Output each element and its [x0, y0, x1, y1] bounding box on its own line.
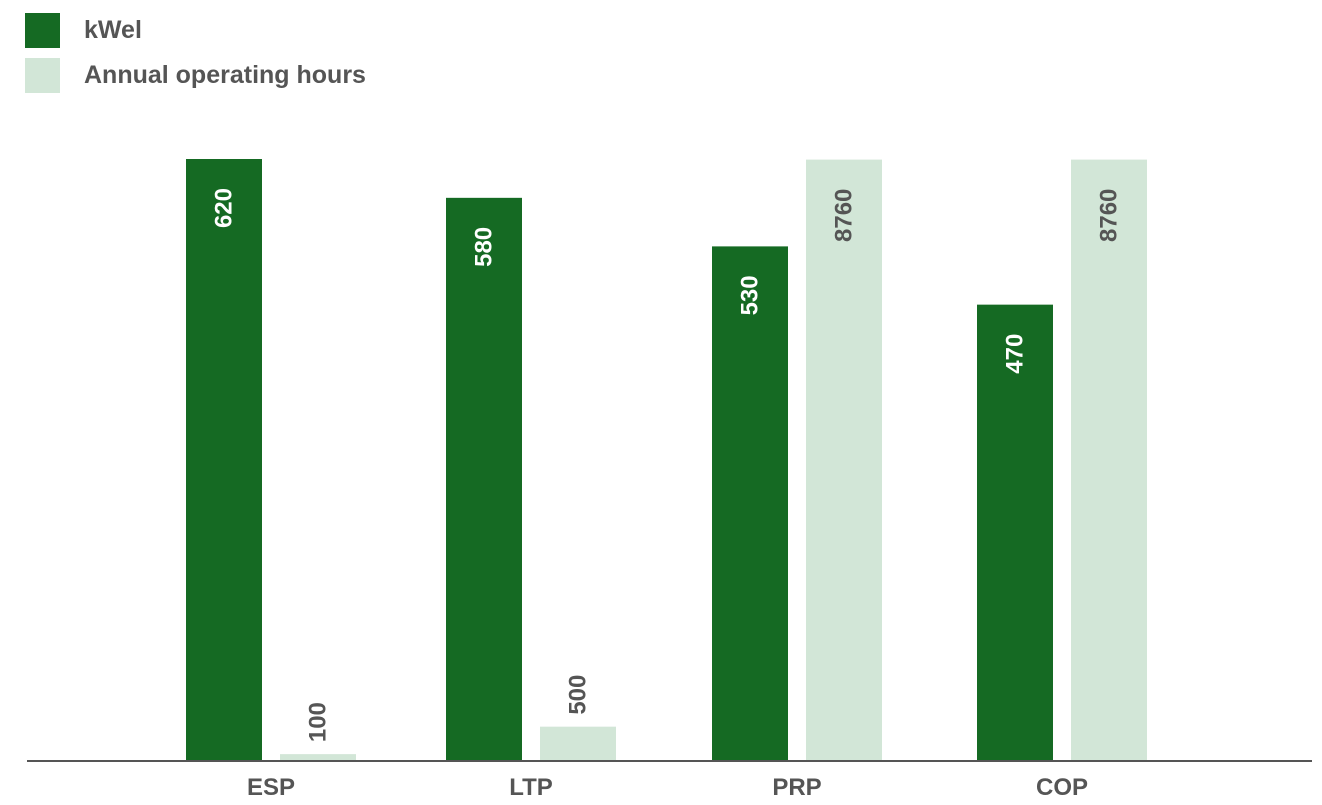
bar-operating-hours-cop [1071, 159, 1147, 762]
value-label-operating-hours-prp: 8760 [831, 189, 858, 242]
value-label-kwel-prp: 530 [737, 275, 764, 315]
legend-swatch-operating-hours [25, 57, 60, 93]
legend-label-operating-hours: Annual operating hours [84, 60, 366, 89]
bar-kwel-cop [977, 304, 1053, 761]
x-axis-tick-labels: ESP LTP PRP COP [247, 774, 1088, 801]
value-label-kwel-ltp: 580 [471, 227, 498, 267]
value-label-kwel-cop: 470 [1002, 334, 1029, 374]
bar-operating-hours-ltp [540, 726, 616, 761]
bar-operating-hours-esp [280, 754, 356, 761]
legend: kWel Annual operating hours [25, 12, 366, 102]
x-tick-label-prp: PRP [772, 774, 821, 801]
x-tick-label-esp: ESP [247, 774, 295, 801]
legend-item-operating-hours: Annual operating hours [25, 57, 366, 93]
x-tick-label-cop: COP [1036, 774, 1088, 801]
value-label-operating-hours-ltp: 500 [565, 675, 592, 715]
value-label-operating-hours-cop: 8760 [1096, 189, 1123, 242]
legend-label-kwel: kWel [84, 15, 142, 44]
x-tick-label-ltp: LTP [509, 774, 553, 801]
value-label-operating-hours-esp: 100 [305, 702, 332, 742]
bar-kwel-ltp [446, 197, 522, 761]
value-label-kwel-esp: 620 [211, 188, 238, 228]
bar-operating-hours-prp [806, 159, 882, 762]
value-labels-layer: 620 100 580 500 530 8760 470 8760 [211, 188, 1123, 742]
bars-layer [186, 159, 1147, 762]
legend-swatch-kwel [25, 12, 60, 48]
bar-kwel-esp [186, 159, 262, 761]
bar-kwel-prp [712, 246, 788, 762]
legend-item-kwel: kWel [25, 12, 366, 48]
